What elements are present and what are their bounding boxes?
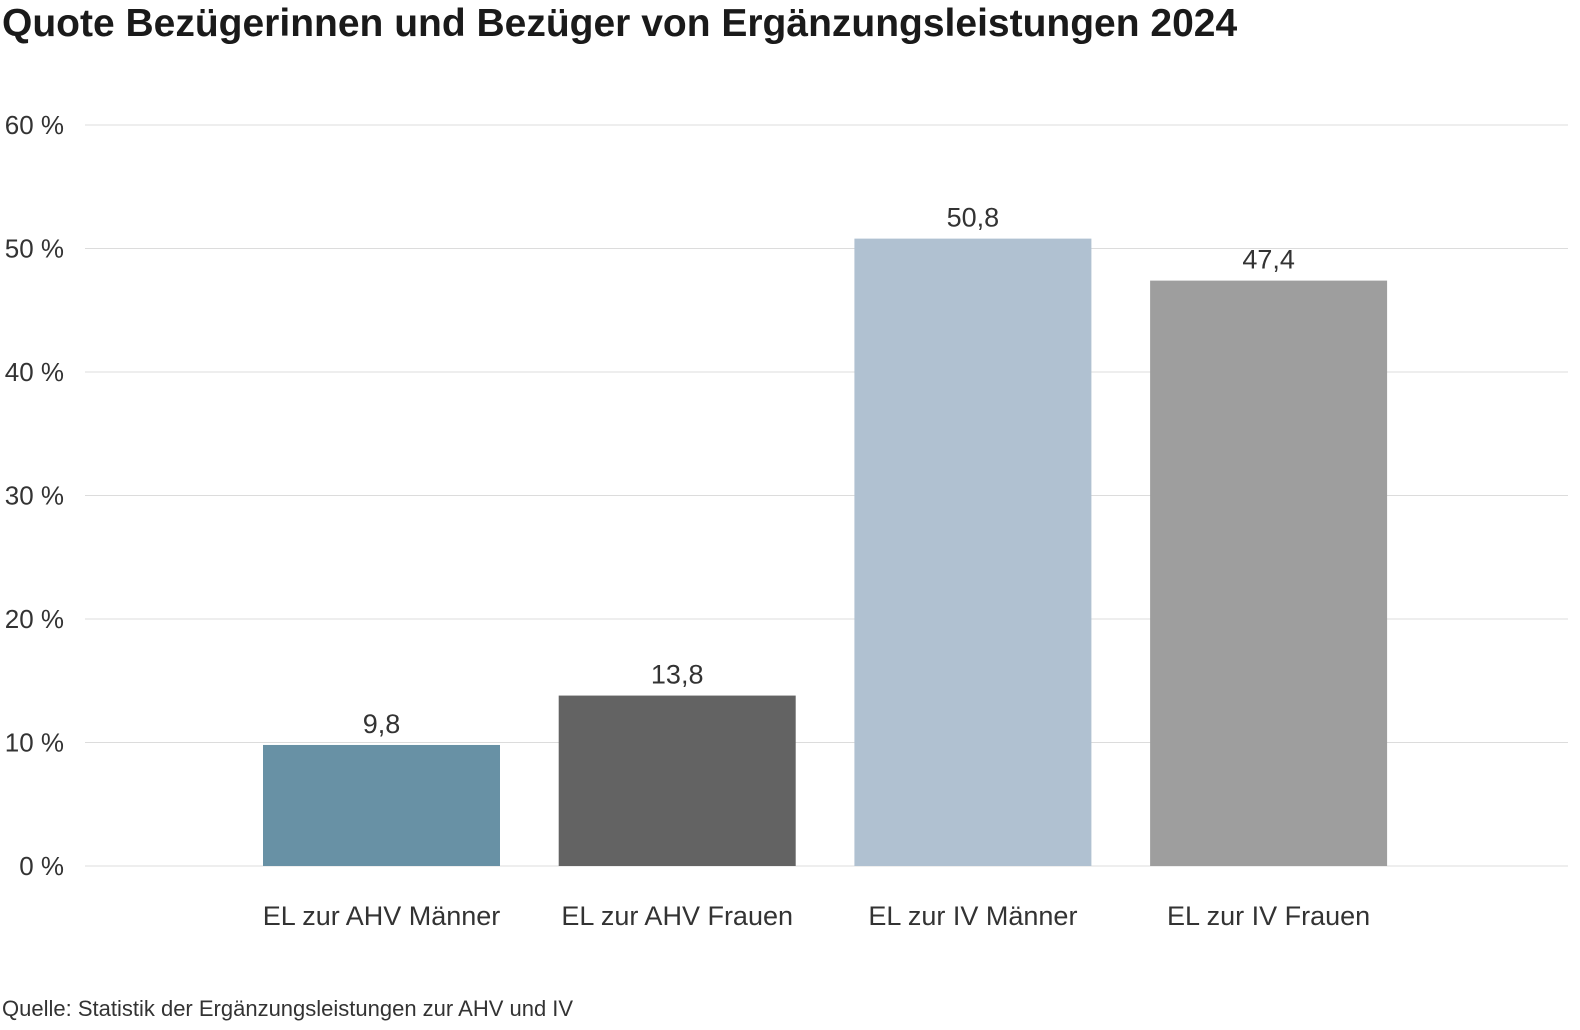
y-tick-label: 50 %: [5, 234, 64, 264]
value-label: 47,4: [1242, 245, 1295, 275]
x-tick-label: EL zur IV Männer: [868, 901, 1077, 931]
x-tick-label: EL zur IV Frauen: [1167, 901, 1370, 931]
value-labels: 9,8 13,8 50,8 47,4: [363, 203, 1295, 739]
x-axis: EL zur AHV Männer EL zur AHV Frauen EL zur…: [263, 901, 1370, 931]
y-tick-label: 0 %: [19, 851, 64, 881]
value-label: 9,8: [363, 709, 401, 739]
value-label: 50,8: [947, 203, 1000, 233]
x-tick-label: EL zur AHV Frauen: [561, 901, 793, 931]
source-note: Quelle: Statistik der Ergänzungsleistung…: [2, 996, 573, 1021]
value-label: 13,8: [651, 660, 704, 690]
bar: [263, 744, 500, 866]
y-tick-label: 10 %: [5, 728, 64, 758]
bar: [1150, 280, 1388, 866]
bar: [854, 238, 1092, 866]
bars: [263, 238, 1388, 866]
y-axis: 0 % 10 % 20 % 30 % 40 % 50 % 60 %: [5, 110, 64, 881]
y-tick-label: 40 %: [5, 357, 64, 387]
y-tick-label: 60 %: [5, 110, 64, 140]
gridlines: [85, 124, 1568, 867]
x-tick-label: EL zur AHV Männer: [263, 901, 501, 931]
y-tick-label: 30 %: [5, 481, 64, 511]
bar: [558, 695, 796, 866]
chart-title: Quote Bezügerinnen und Bezüger von Ergän…: [2, 2, 1237, 45]
y-tick-label: 20 %: [5, 604, 64, 634]
